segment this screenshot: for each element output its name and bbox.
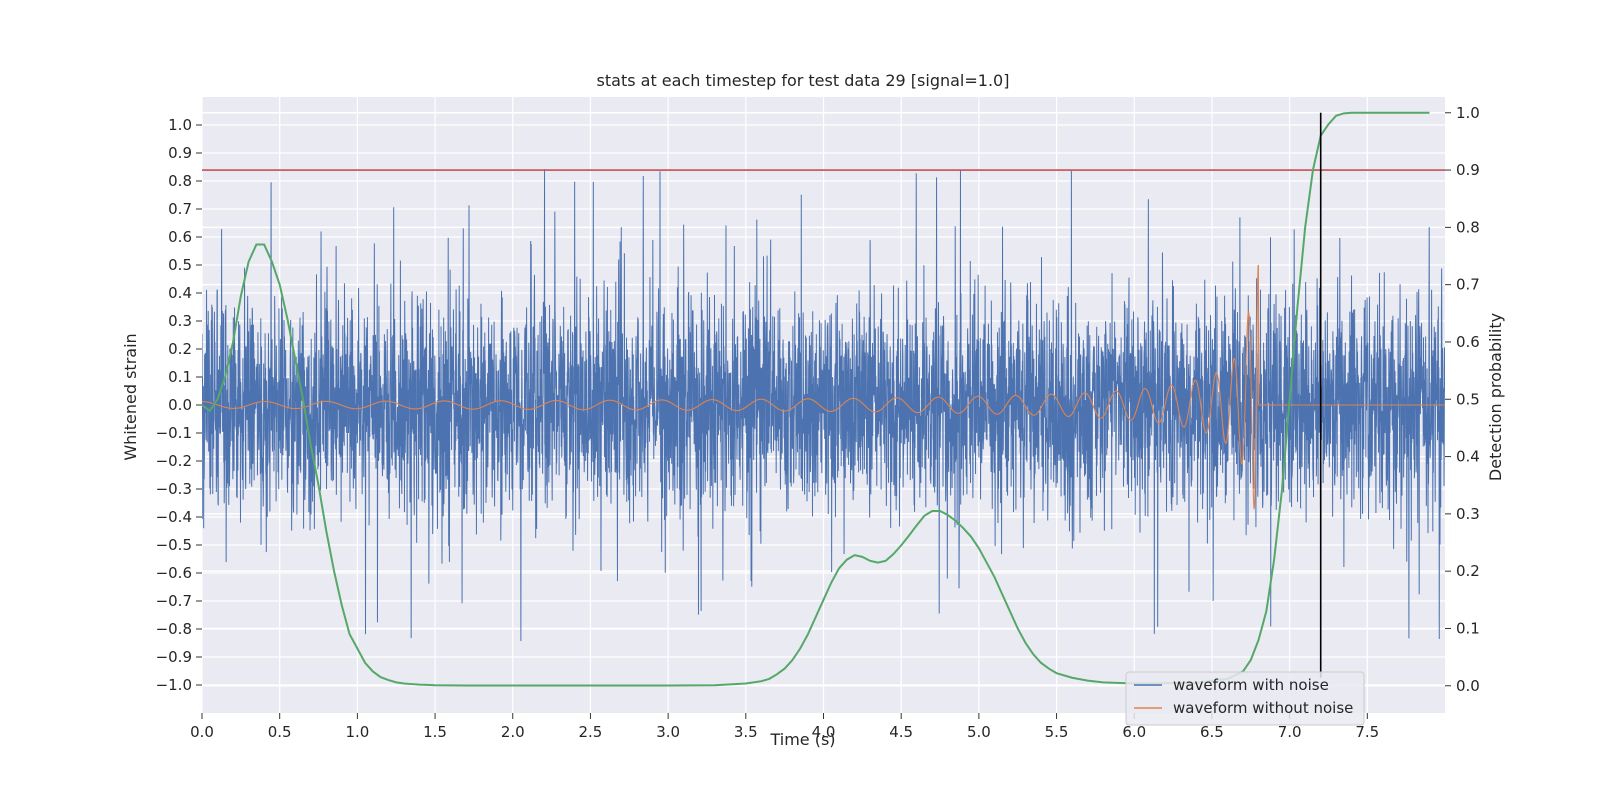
legend-box (1125, 671, 1365, 726)
legend-label-signal: waveform without noise (1173, 699, 1353, 717)
y2-tick-label: 0.0 (1456, 677, 1480, 695)
series-detection-probability (202, 111, 1430, 687)
y-tick-label: 0.3 (168, 312, 192, 330)
plot-content (202, 111, 1445, 687)
x-tick-label: 2.5 (579, 723, 603, 741)
y-tick-label: −0.1 (156, 424, 192, 442)
y-tick-label: −0.3 (156, 480, 192, 498)
y-tick-label: 0.2 (168, 340, 192, 358)
series-waveform-without-noise (202, 264, 1445, 510)
y-tick-label: 0.9 (168, 144, 192, 162)
y-axis-label: Whitened strain (121, 333, 140, 460)
y-tick-label: 0.8 (168, 172, 192, 190)
y2-tick-label: 0.7 (1456, 276, 1480, 294)
y-tick-label: 0.5 (168, 256, 192, 274)
x-tick-label: 5.0 (967, 723, 991, 741)
y2-tick-label: 0.5 (1456, 390, 1480, 408)
y2-tick-label: 0.3 (1456, 505, 1480, 523)
y-tick-label: −0.2 (156, 452, 192, 470)
x-tick-label: 1.0 (345, 723, 369, 741)
y-axis-ticks: 1.0 0.9 0.8 0.7 0.6 0.5 0.4 0.3 0.2 0.1 0.0 −0.1 −0.… (156, 116, 202, 694)
x-axis-label: Time (s) (769, 730, 835, 749)
x-axis-ticks: 0.0 0.5 1.0 1.5 2.0 2.5 3.0 3.5 4.0 4.5 5.0 5.5 6.0 6… (190, 713, 1379, 741)
x-tick-label: 6.5 (1200, 723, 1224, 741)
y2-axis-label: Detection probability (1486, 313, 1505, 481)
x-tick-label: 7.5 (1355, 723, 1379, 741)
y-tick-label: −0.4 (156, 508, 192, 526)
y-tick-label: 0.7 (168, 200, 192, 218)
y2-tick-label: 0.9 (1456, 161, 1480, 179)
y2-tick-label: 0.2 (1456, 562, 1480, 580)
x-tick-label: 6.0 (1122, 723, 1146, 741)
y-tick-label: −0.9 (156, 648, 192, 666)
x-tick-label: 4.0 (812, 723, 836, 741)
legend: waveform with noise waveform without noi… (1125, 671, 1365, 726)
y2-axis-ticks: 1.0 0.9 0.8 0.7 0.6 0.5 0.4 0.3 0.2 0.1 0.0 (1445, 104, 1480, 695)
y-tick-label: −0.7 (156, 592, 192, 610)
y-tick-label: −0.5 (156, 536, 192, 554)
y-tick-label: 0.4 (168, 284, 192, 302)
x-tick-label: 0.5 (268, 723, 292, 741)
y2-tick-label: 0.4 (1456, 448, 1480, 466)
x-tick-label: 4.5 (889, 723, 913, 741)
y2-tick-label: 1.0 (1456, 104, 1480, 122)
y-tick-label: 0.6 (168, 228, 192, 246)
y-tick-label: −0.8 (156, 620, 192, 638)
y-tick-label: 1.0 (168, 116, 192, 134)
y-tick-label: −1.0 (156, 676, 192, 694)
y-tick-label: −0.6 (156, 564, 192, 582)
y2-tick-label: 0.8 (1456, 218, 1480, 236)
x-tick-label: 3.0 (656, 723, 680, 741)
x-tick-label: 5.5 (1045, 723, 1069, 741)
x-tick-label: 3.5 (734, 723, 758, 741)
chart-title: stats at each timestep for test data 29 … (597, 71, 1010, 90)
x-tick-label: 2.0 (501, 723, 525, 741)
x-tick-label: 7.0 (1278, 723, 1302, 741)
y2-tick-label: 0.6 (1456, 333, 1480, 351)
x-tick-label: 1.5 (423, 723, 447, 741)
y-tick-label: 0.1 (168, 368, 192, 386)
y-tick-label: 0.0 (168, 396, 192, 414)
x-tick-label: 0.0 (190, 723, 214, 741)
legend-label-noise: waveform with noise (1173, 676, 1329, 694)
y2-tick-label: 0.1 (1456, 619, 1480, 637)
